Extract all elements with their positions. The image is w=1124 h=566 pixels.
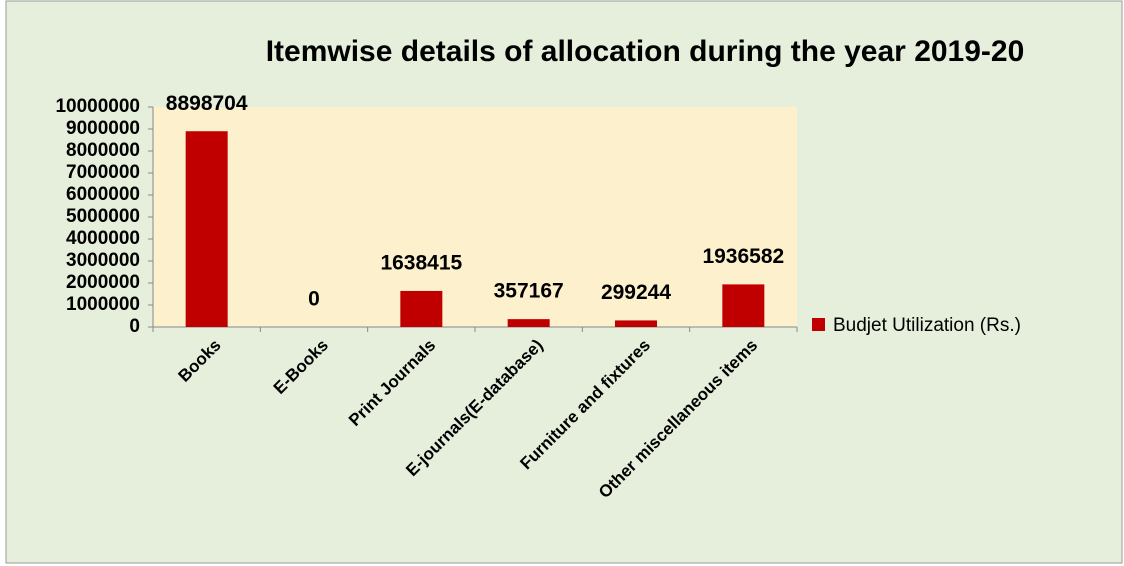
bar <box>722 284 765 327</box>
bar <box>507 319 550 327</box>
y-tick-label: 8000000 <box>66 140 140 161</box>
y-tick-label: 1000000 <box>66 294 140 315</box>
y-tick-label: 5000000 <box>66 206 140 227</box>
y-tick-label: 0 <box>129 316 140 337</box>
y-tick-label: 4000000 <box>66 228 140 249</box>
data-label: 0 <box>308 288 320 311</box>
data-label: 8898704 <box>166 92 248 115</box>
data-label: 357167 <box>494 280 564 303</box>
y-tick-label: 7000000 <box>66 162 140 183</box>
y-tick-label: 10000000 <box>55 96 140 117</box>
bar <box>185 131 228 327</box>
legend-swatch <box>812 318 825 331</box>
bar <box>400 290 443 327</box>
data-label: 1936582 <box>702 245 784 268</box>
data-label: 299244 <box>601 281 671 304</box>
legend-label: Budjet Utilization (Rs.) <box>833 315 1021 336</box>
bar <box>615 320 657 327</box>
plot-area <box>153 107 797 327</box>
y-tick-label: 2000000 <box>66 272 140 293</box>
y-tick-label: 3000000 <box>66 250 140 271</box>
y-tick-label: 6000000 <box>66 184 140 205</box>
data-label: 1638415 <box>380 252 462 275</box>
chart-title: Itemwise details of allocation during th… <box>266 35 1025 68</box>
y-tick-label: 9000000 <box>66 118 140 139</box>
